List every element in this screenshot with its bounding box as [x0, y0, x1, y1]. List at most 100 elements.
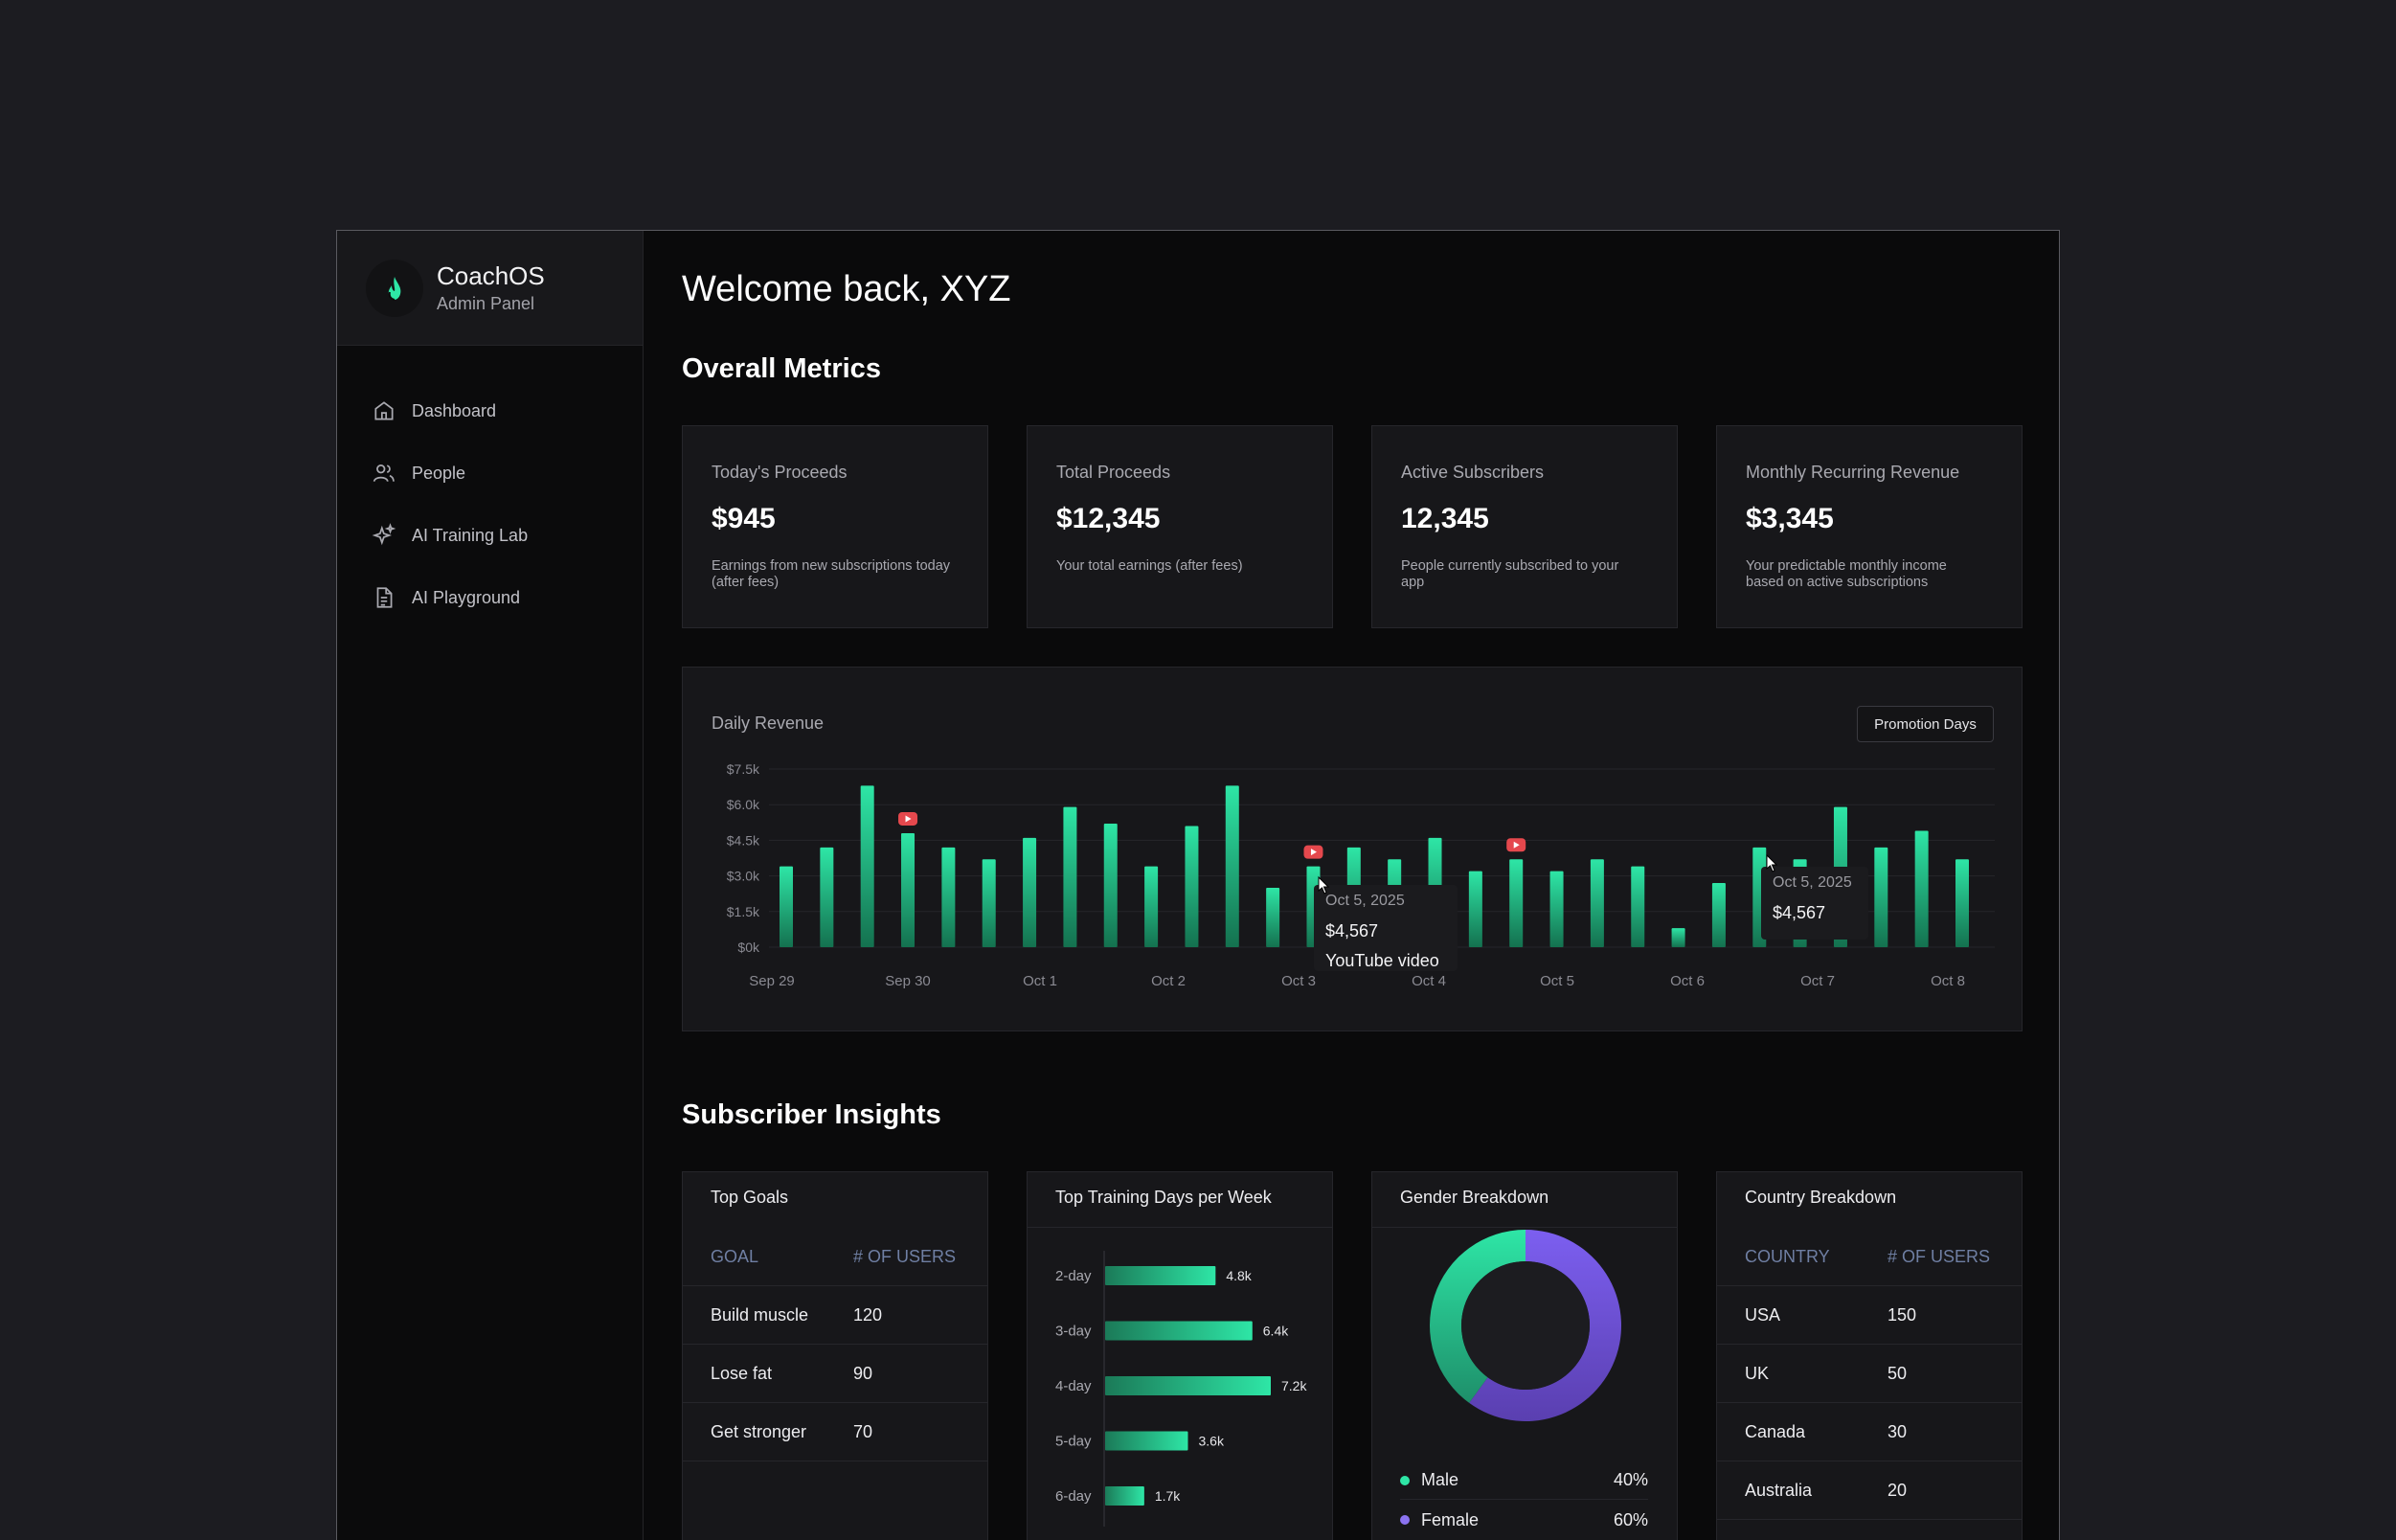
country-users: 30: [1887, 1422, 1908, 1441]
brand-header: CoachOS Admin Panel: [337, 231, 643, 346]
revenue-bar: [1185, 826, 1199, 947]
chart-tooltip: Oct 5, 2025 $4,567 YouTube video: [1314, 885, 1458, 971]
category-label: 3-day: [1055, 1324, 1092, 1340]
y-tick-label: $0k: [737, 940, 760, 955]
country-name: USA: [1745, 1305, 1781, 1325]
x-tick-label: Sep 29: [749, 973, 795, 989]
table-row: UK 50: [1717, 1345, 2022, 1403]
page-title: Welcome back, XYZ: [682, 269, 1011, 309]
metric-label: Monthly Recurring Revenue: [1746, 463, 1960, 482]
country-name: Australia: [1745, 1481, 1813, 1500]
sidebar-item-people[interactable]: People: [372, 454, 621, 492]
sidebar-item-ai-training-lab[interactable]: AI Training Lab: [372, 516, 621, 555]
cursor-overlay: [1318, 853, 1778, 895]
metric-description: People currently subscribed to your app: [1401, 558, 1619, 590]
revenue-bar: [780, 866, 793, 947]
legend-percent: 40%: [1613, 1470, 1648, 1489]
daily-revenue-chart: $0k $1.5k $3.0k $4.5k $6.0k $7.5k Sep 29 Sep 30…: [727, 761, 1995, 989]
revenue-bar: [1103, 824, 1118, 947]
country-name: UK: [1745, 1364, 1770, 1383]
revenue-bar: [982, 859, 996, 947]
y-tick-label: $3.0k: [727, 869, 760, 884]
sidebar-item-label: Dashboard: [412, 400, 497, 420]
revenue-bar: [1144, 866, 1159, 947]
training-days-card: Top Training Days per Week 2-day 4.8k 3-da…: [1027, 1171, 1333, 1540]
promotion-days-button[interactable]: Promotion Days: [1857, 706, 1994, 742]
y-tick-label: $7.5k: [727, 761, 760, 777]
youtube-play-glyph: [905, 815, 912, 823]
brand-subtitle: Admin Panel: [437, 294, 535, 313]
column-header: # OF USERS: [853, 1247, 957, 1266]
sidebar-item-ai-playground[interactable]: AI Playground: [372, 578, 621, 617]
legend-label: Male: [1421, 1470, 1459, 1489]
training-bar: [1105, 1486, 1144, 1506]
table-row: Build muscle 120: [683, 1286, 987, 1345]
table-header: COUNTRY # OF USERS: [1717, 1228, 2022, 1286]
category-label: 4-day: [1055, 1378, 1092, 1394]
youtube-play-glyph: [1310, 849, 1317, 856]
revenue-bar: [1468, 871, 1482, 947]
legend-label: Female: [1421, 1509, 1480, 1529]
goal-users: 70: [853, 1422, 873, 1441]
revenue-bar: [1023, 837, 1037, 947]
top-goals-card: Top Goals GOAL # OF USERS Build muscle 1…: [682, 1171, 988, 1540]
data-label: 1.7k: [1155, 1488, 1181, 1504]
card-title: Top Goals: [711, 1188, 789, 1207]
section-title-metrics: Overall Metrics: [682, 353, 881, 384]
revenue-bar: [1063, 806, 1077, 947]
x-tick-label: Oct 5: [1540, 973, 1574, 989]
x-tick-label: Sep 30: [885, 973, 931, 989]
y-tick-label: $1.5k: [727, 904, 760, 919]
legend-item-female: Female 60%: [1400, 1501, 1648, 1539]
metric-label: Today's Proceeds: [712, 463, 848, 482]
youtube-play-glyph: [1513, 841, 1520, 849]
table-header: GOAL # OF USERS: [683, 1228, 987, 1286]
metric-description: Earnings from new subscriptions today (a…: [712, 558, 951, 590]
flame-logo-icon: [366, 260, 423, 317]
x-tick-label: Oct 8: [1931, 973, 1965, 989]
data-label: 6.4k: [1263, 1324, 1289, 1339]
section-title-insights: Subscriber Insights: [682, 1099, 941, 1130]
data-label: 7.2k: [1281, 1378, 1307, 1393]
goal-name: Lose fat: [711, 1364, 773, 1383]
y-tick-label: $4.5k: [727, 832, 760, 848]
home-icon: [374, 401, 394, 420]
column-header: GOAL: [711, 1247, 759, 1266]
donut-slice-female: [1469, 1230, 1621, 1421]
chart-title: Daily Revenue: [712, 713, 825, 733]
youtube-promo-icon: [1303, 845, 1323, 859]
table-row: Australia 20: [1717, 1461, 2022, 1520]
sidebar-item-label: AI Training Lab: [412, 525, 529, 545]
metric-value: $945: [712, 503, 776, 534]
tooltip-note: YouTube video: [1325, 951, 1439, 970]
revenue-bar: [1509, 859, 1524, 947]
legend-item-male: Male 40%: [1400, 1461, 1648, 1500]
country-name: Canada: [1745, 1422, 1806, 1441]
divider: [1372, 1227, 1677, 1228]
revenue-bar: [1955, 859, 1969, 947]
revenue-bar: [1590, 859, 1604, 947]
metric-description: Your total earnings (after fees): [1056, 558, 1243, 574]
sidebar-item-label: AI Playground: [412, 587, 521, 607]
legend-percent: 60%: [1613, 1509, 1648, 1529]
card-title: Gender Breakdown: [1400, 1188, 1549, 1207]
tooltip-date: Oct 5, 2025: [1773, 874, 1852, 891]
sparkles-icon: [372, 523, 396, 546]
x-tick-label: Oct 4: [1412, 973, 1446, 989]
data-label: 4.8k: [1226, 1268, 1252, 1283]
revenue-bar: [941, 847, 956, 947]
sidebar-item-dashboard[interactable]: Dashboard: [372, 392, 621, 430]
sidebar-item-label: People: [412, 463, 466, 483]
legend-dot: [1400, 1515, 1410, 1525]
revenue-bar: [820, 847, 834, 947]
document-icon: [376, 587, 393, 608]
app-window: CoachOS Admin Panel Dashboard People AI …: [336, 230, 2060, 1540]
donut-slice-male: [1430, 1230, 1526, 1403]
revenue-bar: [1631, 866, 1645, 947]
goal-users: 90: [853, 1364, 873, 1383]
y-tick-label: $6.0k: [727, 797, 760, 812]
table-row: Get stronger 70: [683, 1403, 987, 1461]
metric-card-todays-proceeds: Today's Proceeds $945 Earnings from new …: [682, 425, 988, 628]
training-bar: [1105, 1431, 1188, 1451]
revenue-bar: [1914, 830, 1929, 947]
